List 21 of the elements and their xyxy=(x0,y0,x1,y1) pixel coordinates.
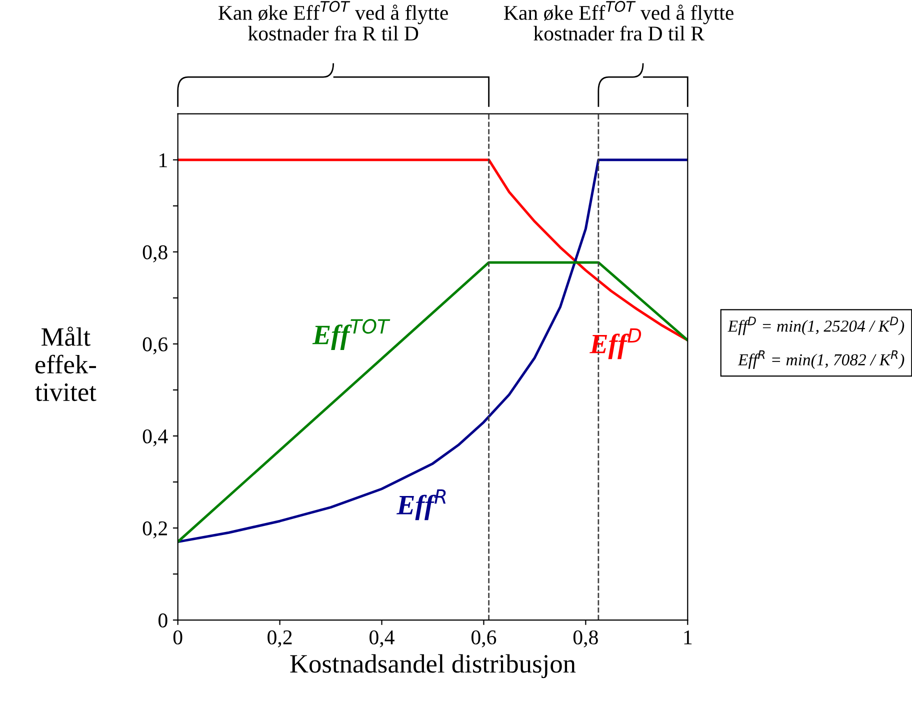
series-label: Eff$^{TOT}$ xyxy=(312,319,390,350)
series-label: Eff$^{D}$ xyxy=(590,328,642,360)
y-tick-label: 0,8 xyxy=(142,245,168,262)
y-tick-label: 0,6 xyxy=(142,337,168,354)
x-tick-label: 1 xyxy=(684,630,692,644)
series-label: Eff$^{R}$ xyxy=(396,489,446,520)
text: Kan øke Eff$^{TOT}$ ved å flytte kostnader fra D til R xyxy=(504,0,734,41)
y-tick-label: 0,4 xyxy=(142,429,168,446)
y-axis-title: Målt effek- tivitet xyxy=(35,326,96,402)
x-axis-title: Kostnadsandel distribusjon xyxy=(290,654,576,678)
text: Kan øke Eff$^{TOT}$ ved å flytte kostnader fra R til D xyxy=(218,0,448,41)
x-tick-label: 0,2 xyxy=(268,630,292,648)
x-tick-label: 0,6 xyxy=(472,630,496,648)
y-tick-label: 0 xyxy=(158,613,168,628)
x-tick-label: 0 xyxy=(173,630,182,644)
text: Eff$^{D}$ = min(1, 25204 / K$^{D}$) Eff$^{R}$ = min(1, 7082 / K$^{R}$) xyxy=(728,316,904,369)
y-tick-label: 0,2 xyxy=(142,521,167,538)
line-series xyxy=(178,158,688,544)
x-tick-label: 0,4 xyxy=(370,630,394,648)
y-tick-label: 1 xyxy=(160,153,167,168)
x-tick-label: 0,8 xyxy=(573,630,598,648)
